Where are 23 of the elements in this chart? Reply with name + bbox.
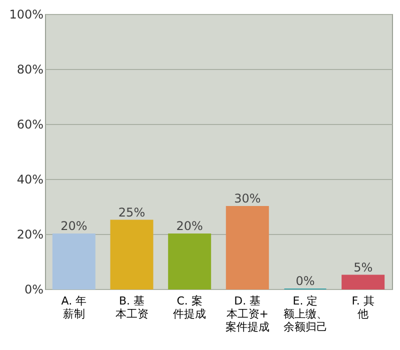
bar [226,206,269,290]
data-label: 20% [60,219,88,233]
data-label: 30% [234,192,261,206]
y-tick-label: 100% [9,8,44,22]
bar [52,234,96,290]
data-label: 0% [296,274,315,288]
bar [110,220,154,290]
x-tick-label: F. 其他 [352,294,374,320]
bar [168,234,212,290]
x-tick-label: C. 案件提成 [173,294,206,320]
bar [342,274,385,290]
data-label: 5% [354,260,373,274]
x-tick-label: A. 年薪制 [61,294,87,320]
x-tick-label: D. 基本工资+案件提成 [225,294,270,334]
data-label: 25% [118,205,146,220]
x-tick-label: E. 定额上缴、余额归己 [283,294,328,334]
x-tick-label: B. 基本工资 [115,294,148,320]
y-tick-label: 20% [16,228,44,242]
data-label: 20% [176,219,203,233]
y-tick-label: 0% [24,282,44,296]
y-tick-label: 60% [16,118,44,132]
y-tick-label: 80% [16,62,44,76]
y-tick-label: 40% [16,172,44,186]
